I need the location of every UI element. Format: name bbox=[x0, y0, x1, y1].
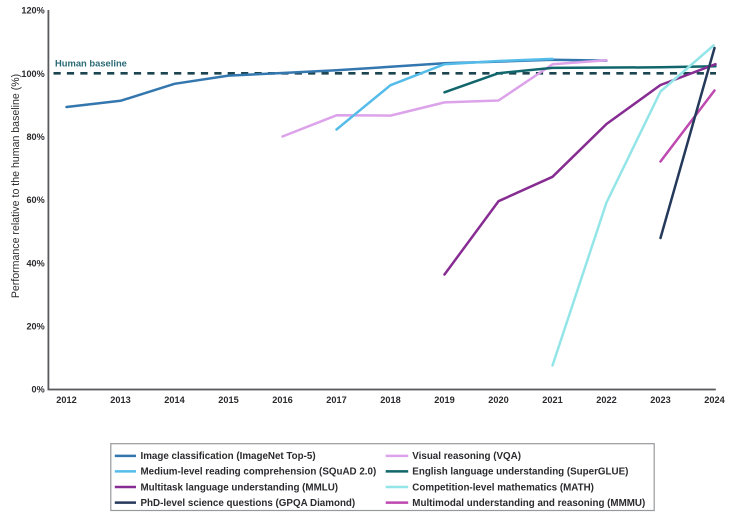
svg-text:2013: 2013 bbox=[110, 395, 130, 405]
svg-text:2012: 2012 bbox=[56, 395, 76, 405]
svg-text:120%: 120% bbox=[21, 6, 44, 16]
svg-text:2022: 2022 bbox=[596, 395, 616, 405]
svg-text:Image classification (ImageNet: Image classification (ImageNet Top-5) bbox=[141, 451, 316, 462]
svg-text:PhD-level science questions (G: PhD-level science questions (GPQA Diamon… bbox=[141, 498, 356, 509]
svg-text:2019: 2019 bbox=[434, 395, 454, 405]
svg-text:Competition-level mathematics: Competition-level mathematics (MATH) bbox=[412, 482, 594, 493]
svg-text:20%: 20% bbox=[26, 321, 44, 331]
svg-text:2015: 2015 bbox=[218, 395, 238, 405]
svg-text:2016: 2016 bbox=[272, 395, 292, 405]
svg-text:80%: 80% bbox=[26, 132, 44, 142]
svg-text:Multimodal understanding and r: Multimodal understanding and reasoning (… bbox=[412, 498, 645, 509]
svg-text:2020: 2020 bbox=[488, 395, 508, 405]
svg-text:2018: 2018 bbox=[380, 395, 400, 405]
svg-text:2021: 2021 bbox=[542, 395, 562, 405]
svg-text:Visual reasoning (VQA): Visual reasoning (VQA) bbox=[412, 451, 521, 462]
svg-text:40%: 40% bbox=[26, 258, 44, 268]
svg-text:Medium-level reading comprehen: Medium-level reading comprehension (SQuA… bbox=[141, 467, 377, 478]
svg-text:Human baseline: Human baseline bbox=[55, 57, 127, 68]
svg-text:English language understanding: English language understanding (SuperGLU… bbox=[412, 467, 628, 478]
svg-text:2017: 2017 bbox=[326, 395, 346, 405]
svg-text:100%: 100% bbox=[21, 69, 44, 79]
svg-text:2023: 2023 bbox=[650, 395, 670, 405]
svg-text:Performance relative to the hu: Performance relative to the human baseli… bbox=[10, 74, 22, 298]
svg-text:2024: 2024 bbox=[704, 395, 725, 405]
svg-text:0%: 0% bbox=[32, 385, 45, 395]
svg-text:2014: 2014 bbox=[164, 395, 185, 405]
svg-text:Multitask language understandi: Multitask language understanding (MMLU) bbox=[141, 482, 339, 493]
svg-text:60%: 60% bbox=[26, 195, 44, 205]
